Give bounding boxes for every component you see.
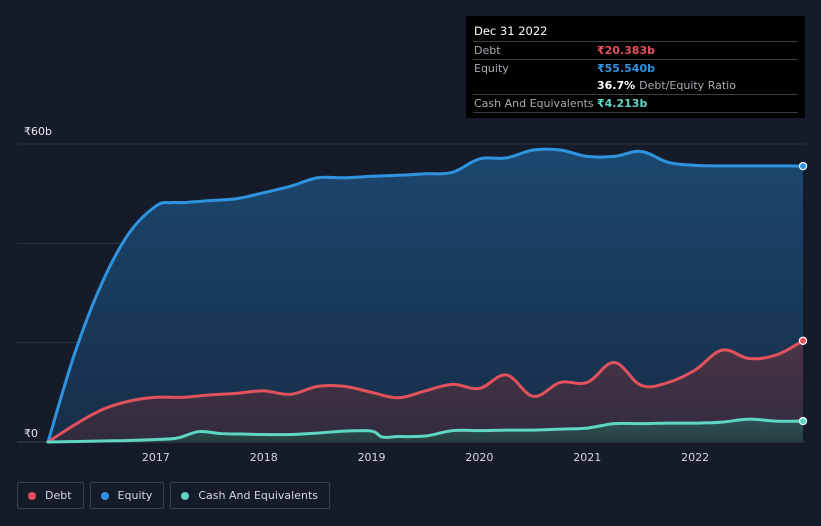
tooltip-date: Dec 31 2022 [474,24,548,38]
legend-equity-label: Equity [117,489,153,502]
x-tick-label: 2017 [142,451,170,464]
series-lines [46,147,805,444]
end-markers [798,161,808,426]
legend: Debt Equity Cash And Equivalents [17,482,330,509]
legend-item-cash[interactable]: Cash And Equivalents [170,482,330,509]
y-tick-label: ₹60b [24,125,52,138]
legend-debt-label: Debt [45,489,72,502]
tooltip-cash-value: ₹4.213b [597,97,648,110]
x-tick-label: 2019 [358,451,386,464]
tooltip-cash-label: Cash And Equivalents [474,97,594,110]
tooltip-debt-value: ₹20.383b [597,44,655,57]
tooltip-row-cash: Cash And Equivalents ₹4.213b [473,94,798,113]
legend-item-debt[interactable]: Debt [17,482,84,509]
debt-line [46,339,805,444]
legend-item-equity[interactable]: Equity [89,482,165,509]
tooltip-debt-label: Debt [474,44,501,57]
equity-line [46,147,805,444]
tooltip-equity-value: ₹55.540b [597,62,655,75]
axis-labels: ₹0 ₹60b 2017 2018 2019 2020 2021 2022 [24,125,709,464]
legend-cash-label: Cash And Equivalents [198,489,318,502]
tooltip-ratio-value: 36.7% [597,79,636,92]
tooltip-equity-label: Equity [474,62,509,75]
x-tick-label: 2022 [681,451,709,464]
cash-line [46,417,805,444]
legend-debt-dot [28,491,36,500]
x-tick-label: 2021 [573,451,601,464]
tooltip-row-debt: Debt ₹20.383b [473,41,798,59]
x-tick-label: 2020 [465,451,493,464]
equity-end-marker [798,161,808,171]
x-tick-label: 2018 [250,451,278,464]
tooltip-row-ratio: 36.7% Debt/Equity Ratio [473,77,798,94]
legend-cash-dot [181,491,190,500]
tooltip-ratio-label: Debt/Equity Ratio [639,79,736,92]
cash-end-marker [798,416,808,426]
tooltip-row-equity: Equity ₹55.540b [473,59,798,77]
legend-equity-dot [100,491,109,500]
y-tick-label: ₹0 [24,427,38,440]
tooltip: Dec 31 2022 Debt ₹20.383b Equity ₹55.540… [466,16,805,118]
debt-end-marker [798,336,808,345]
